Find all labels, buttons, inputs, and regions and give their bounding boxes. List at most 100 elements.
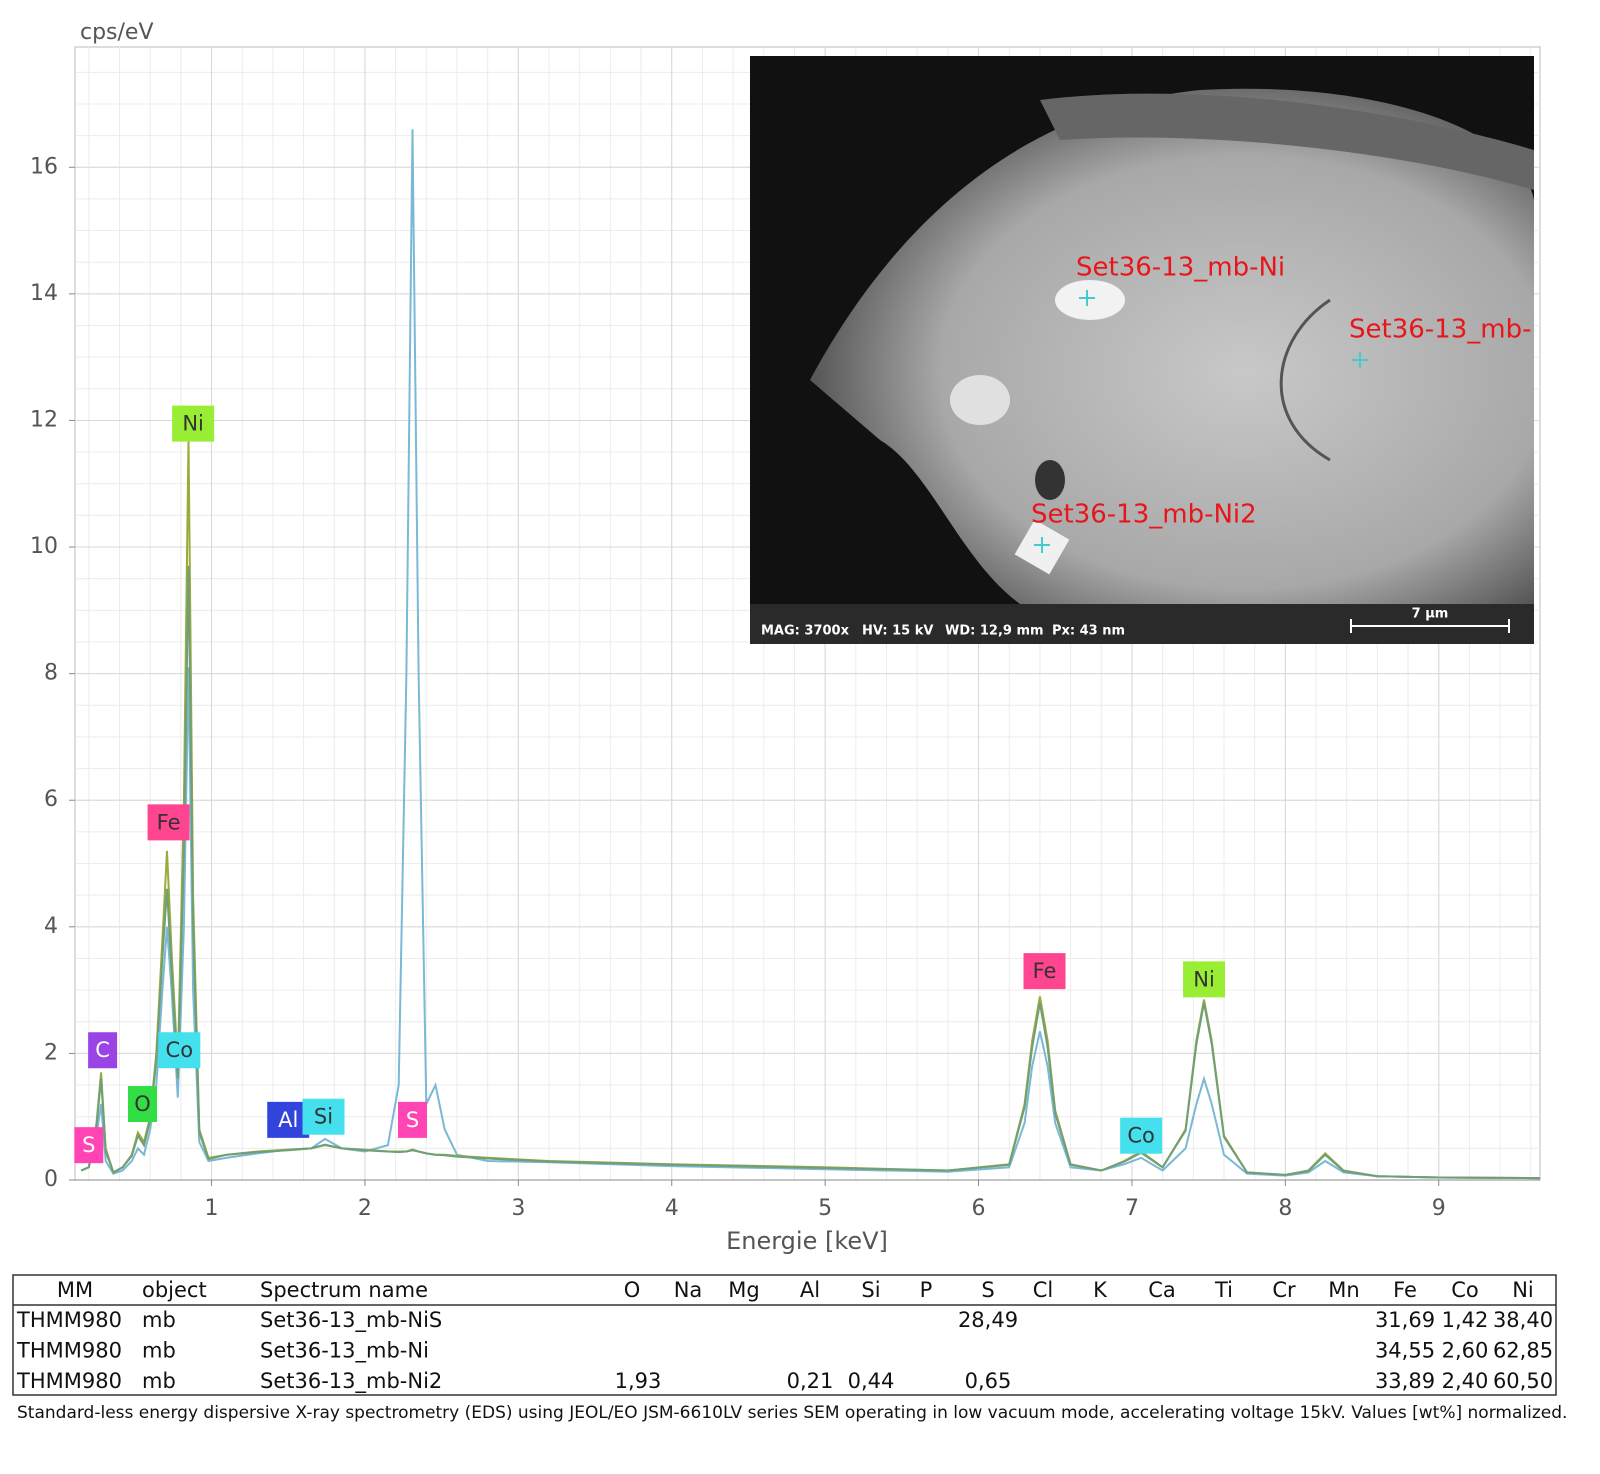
y-tick-label: 12	[30, 407, 58, 432]
column-header: Na	[674, 1278, 703, 1302]
element-label: O	[134, 1092, 151, 1116]
column-header: P	[920, 1278, 933, 1302]
element-label-box	[397, 1101, 427, 1138]
element-label-box	[88, 1032, 118, 1069]
sem-pore	[1035, 460, 1065, 500]
sem-inset: Set36-13_mb-Ni Set36-13_mb- Set36-13_mb-…	[750, 56, 1534, 644]
table-cell: 38,40	[1493, 1308, 1553, 1332]
x-tick-label: 8	[1278, 1196, 1292, 1221]
sem-grain	[810, 88, 1534, 604]
sem-spot	[1055, 280, 1125, 320]
element-label: Ni	[182, 412, 204, 436]
element-label: Si	[314, 1105, 333, 1129]
column-header: Mg	[728, 1278, 759, 1302]
column-header: Cl	[1033, 1278, 1054, 1302]
element-label-box	[267, 1101, 310, 1138]
element-label-box	[1120, 1117, 1163, 1154]
sem-rim	[1040, 93, 1534, 190]
column-header: object	[142, 1278, 207, 1302]
element-label: S	[82, 1133, 95, 1157]
y-tick-label: 16	[30, 154, 58, 179]
element-label-box	[147, 804, 190, 841]
element-label-box	[127, 1086, 157, 1123]
column-header: Co	[1451, 1278, 1479, 1302]
y-tick-label: 6	[44, 787, 58, 812]
x-tick-label: 6	[972, 1196, 986, 1221]
table-cell: mb	[142, 1369, 176, 1393]
column-header: Fe	[1393, 1278, 1417, 1302]
table-cell: 0,21	[787, 1369, 834, 1393]
table-frame	[12, 1274, 1557, 1396]
column-header: Si	[861, 1278, 880, 1302]
x-tick-label: 5	[818, 1196, 832, 1221]
table-cell: 1,42	[1442, 1308, 1489, 1332]
element-label: Co	[1127, 1124, 1155, 1148]
table-cell: 33,89	[1375, 1369, 1435, 1393]
element-label: Fe	[157, 810, 181, 834]
point-markers	[1034, 290, 1368, 553]
table-cell: Set36-13_mb-NiS	[260, 1308, 442, 1333]
column-header: S	[981, 1278, 994, 1302]
y-tick-label: 14	[30, 281, 58, 306]
element-label: Al	[278, 1108, 298, 1132]
x-tick-label: 3	[511, 1196, 525, 1221]
point-label: Set36-13_mb-	[1349, 315, 1531, 345]
spectrum-line	[80, 565, 1541, 1180]
table-cell: 2,60	[1442, 1339, 1489, 1363]
table-cell: Set36-13_mb-Ni2	[260, 1369, 442, 1394]
table-cell: mb	[142, 1339, 176, 1363]
element-label: Ni	[1193, 967, 1215, 991]
info-text: MAG: 3700x	[761, 624, 850, 639]
info-text: WD: 12,9 mm	[945, 624, 1044, 639]
element-label: Fe	[1033, 959, 1057, 983]
table-cell: 34,55	[1375, 1339, 1435, 1363]
table-cell: 28,49	[958, 1308, 1018, 1332]
y-tick-label: 8	[44, 661, 58, 686]
column-header: O	[624, 1278, 641, 1302]
sem-crack	[1279, 298, 1331, 462]
table-cell: THMM980	[16, 1339, 122, 1363]
table-cell: 31,69	[1375, 1308, 1435, 1332]
column-header: Ni	[1512, 1278, 1534, 1302]
column-header: Cr	[1272, 1278, 1296, 1302]
y-tick-label: 4	[44, 914, 58, 939]
element-label-box	[158, 1032, 201, 1069]
point-label: Set36-13_mb-Ni	[1076, 253, 1285, 283]
column-header: Ti	[1214, 1278, 1233, 1302]
table-cell: mb	[142, 1308, 176, 1332]
x-axis-label: Energie [keV]	[726, 1227, 888, 1255]
x-tick-label: 1	[205, 1196, 219, 1221]
column-header: Al	[800, 1278, 820, 1302]
element-label: S	[406, 1108, 419, 1132]
table-cell: THMM980	[16, 1369, 122, 1393]
column-header: Spectrum name	[260, 1278, 428, 1302]
element-label-box	[74, 1127, 104, 1164]
table-cell: 60,50	[1493, 1369, 1553, 1393]
x-tick-label: 4	[665, 1196, 679, 1221]
element-label-box	[302, 1098, 345, 1135]
info-text: HV: 15 kV	[862, 624, 933, 639]
element-label-box	[172, 405, 215, 442]
element-label-box	[1183, 961, 1226, 998]
element-label: Co	[166, 1038, 194, 1062]
sem-spot	[950, 375, 1010, 425]
element-label-box	[1023, 953, 1066, 990]
y-axis-label: cps/eV	[80, 20, 154, 45]
scale-label: 7 µm	[1412, 607, 1449, 622]
table-note: Standard-less energy dispersive X-ray sp…	[17, 1403, 1567, 1423]
y-tick-label: 0	[44, 1167, 58, 1192]
table: MM object Spectrum name O Na Mg Al Si P S Cl K Ca Ti C…	[12, 1274, 1557, 1396]
scale-bar	[1350, 619, 1510, 633]
column-header: MM	[57, 1278, 93, 1302]
table-cell: 0,44	[848, 1369, 895, 1393]
x-tick-label: 7	[1125, 1196, 1139, 1221]
element-label: C	[95, 1038, 110, 1062]
table-cell: 2,40	[1442, 1369, 1489, 1393]
point-label: Set36-13_mb-Ni2	[1031, 500, 1257, 530]
info-bar	[750, 604, 1534, 644]
table-cell: 1,93	[615, 1369, 662, 1393]
table-cell: 62,85	[1493, 1339, 1553, 1363]
column-header: Ca	[1148, 1278, 1176, 1302]
column-header: K	[1093, 1278, 1108, 1302]
